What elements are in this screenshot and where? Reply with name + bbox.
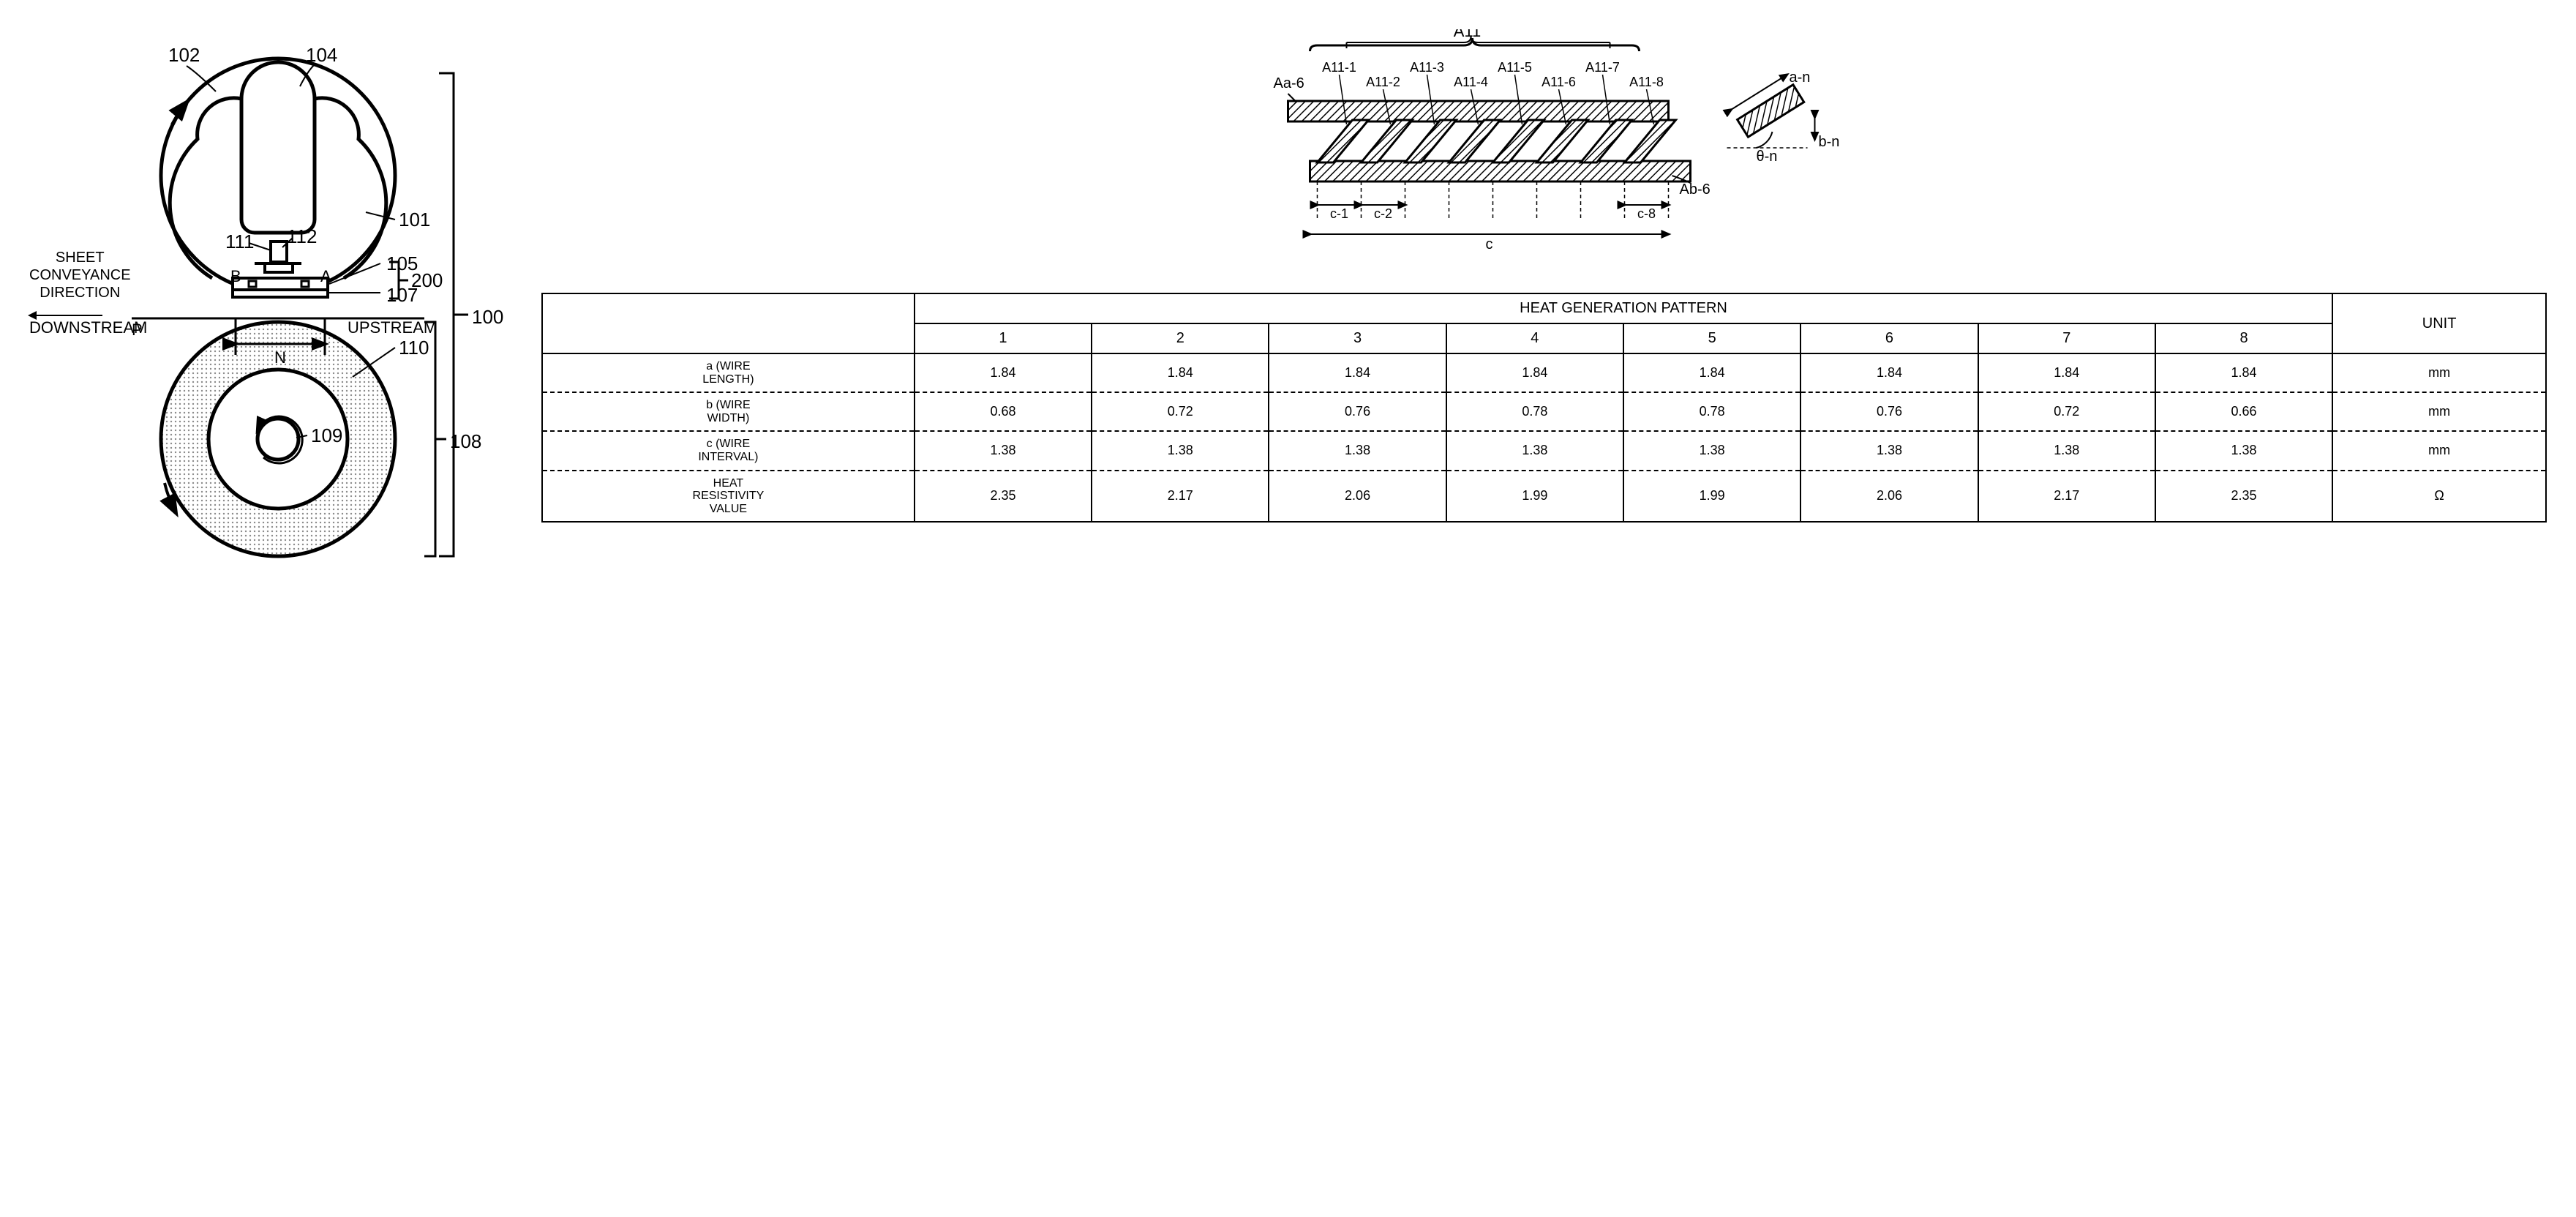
cell: 0.76	[1269, 392, 1446, 431]
segment-label: A11-7	[1585, 60, 1620, 75]
table-corner	[542, 293, 915, 353]
label-104: 104	[306, 44, 337, 67]
label-108: 108	[450, 430, 481, 453]
col-num: 6	[1800, 323, 1978, 353]
label-B: B	[230, 267, 241, 286]
row-label: a (WIRE LENGTH)	[542, 353, 915, 392]
row-label: HEAT RESISTIVITY VALUE	[542, 471, 915, 523]
segment-label: A11-1	[1322, 60, 1356, 75]
cell: 2.06	[1269, 471, 1446, 523]
label-200: 200	[411, 269, 443, 292]
cell: 0.72	[1092, 392, 1269, 431]
cell: 1.84	[1269, 353, 1446, 392]
label-A: A	[320, 267, 331, 286]
cell: 0.68	[915, 392, 1092, 431]
cell: 1.38	[1269, 431, 1446, 470]
label-A11: A11	[1454, 29, 1482, 40]
col-num: 7	[1978, 323, 2155, 353]
label-c: c	[1486, 236, 1493, 252]
cross-section-diagram: 102 104 101 111 112 105 107 200 100 108 …	[29, 29, 497, 571]
svg-text:c-8: c-8	[1637, 206, 1656, 221]
cell: 2.17	[1092, 471, 1269, 523]
col-num: 2	[1092, 323, 1269, 353]
cell: 1.84	[1092, 353, 1269, 392]
label-upstream: UPSTREAM	[348, 318, 437, 337]
label-thetan: θ-n	[1757, 149, 1778, 165]
label-downstream: DOWNSTREAM	[29, 318, 147, 337]
segment-label: A11-3	[1410, 60, 1444, 75]
sheet-conveyance-label: SHEET CONVEYANCE DIRECTION	[29, 249, 131, 302]
cell: 1.84	[1800, 353, 1978, 392]
unit-cell: mm	[2332, 431, 2546, 470]
cell: 0.76	[1800, 392, 1978, 431]
label-112: 112	[287, 225, 317, 248]
cell: 0.78	[1446, 392, 1623, 431]
label-111: 111	[225, 231, 255, 253]
cell: 0.72	[1978, 392, 2155, 431]
cell: 1.38	[1978, 431, 2155, 470]
cell: 1.84	[2155, 353, 2332, 392]
col-num: 8	[2155, 323, 2332, 353]
cell: 1.99	[1623, 471, 1800, 523]
cell: 1.38	[1800, 431, 1978, 470]
row-label: b (WIRE WIDTH)	[542, 392, 915, 431]
segment-label: A11-8	[1629, 75, 1664, 89]
unit-cell: mm	[2332, 392, 2546, 431]
cell: 0.66	[2155, 392, 2332, 431]
unit-cell: Ω	[2332, 471, 2546, 523]
label-N: N	[274, 348, 286, 367]
cell: 2.06	[1800, 471, 1978, 523]
cell: 1.38	[1446, 431, 1623, 470]
table-title: HEAT GENERATION PATTERN	[915, 293, 2332, 323]
col-num: 3	[1269, 323, 1446, 353]
col-num: 5	[1623, 323, 1800, 353]
segment-label: A11-6	[1542, 75, 1576, 89]
label-an: a-n	[1790, 70, 1811, 86]
cell: 1.84	[1978, 353, 2155, 392]
svg-text:c-2: c-2	[1374, 206, 1392, 221]
cell: 2.35	[915, 471, 1092, 523]
cell: 1.99	[1446, 471, 1623, 523]
label-101: 101	[399, 209, 430, 231]
cell: 1.84	[1623, 353, 1800, 392]
label-bn: b-n	[1819, 134, 1840, 150]
col-num: 4	[1446, 323, 1623, 353]
cell: 0.78	[1623, 392, 1800, 431]
cell: 1.84	[1446, 353, 1623, 392]
label-100: 100	[472, 306, 503, 329]
cell: 1.38	[1623, 431, 1800, 470]
cell: 1.84	[915, 353, 1092, 392]
label-109: 109	[311, 424, 342, 447]
unit-header: UNIT	[2332, 293, 2546, 353]
sheet-direction-arrow	[29, 315, 102, 316]
label-Ab6: Ab-6	[1680, 181, 1711, 198]
segment-label: A11-2	[1366, 75, 1400, 89]
pattern-svg: A11 A11-1 A11-2 A11-3 A11-4 A11-5 A11-6 A11-7 A…	[541, 29, 2547, 263]
pattern-diagram: A11 A11-1 A11-2 A11-3 A11-4 A11-5 A11-6 A11-7 A…	[541, 29, 2547, 263]
label-Aa6: Aa-6	[1274, 75, 1304, 91]
cross-section-panel: 102 104 101 111 112 105 107 200 100 108 …	[29, 29, 497, 571]
svg-text:c-1: c-1	[1330, 206, 1348, 221]
row-label: c (WIRE INTERVAL)	[542, 431, 915, 470]
cell: 2.17	[1978, 471, 2155, 523]
heat-pattern-table: HEAT GENERATION PATTERN UNIT 12345678 a …	[541, 293, 2547, 523]
segment-label: A11-5	[1498, 60, 1532, 75]
cell: 1.38	[1092, 431, 1269, 470]
segment-label: A11-4	[1454, 75, 1488, 89]
label-110: 110	[399, 337, 429, 359]
cell: 1.38	[2155, 431, 2332, 470]
unit-cell: mm	[2332, 353, 2546, 392]
label-102: 102	[168, 44, 200, 67]
cell: 2.35	[2155, 471, 2332, 523]
cell: 1.38	[915, 431, 1092, 470]
col-num: 1	[915, 323, 1092, 353]
